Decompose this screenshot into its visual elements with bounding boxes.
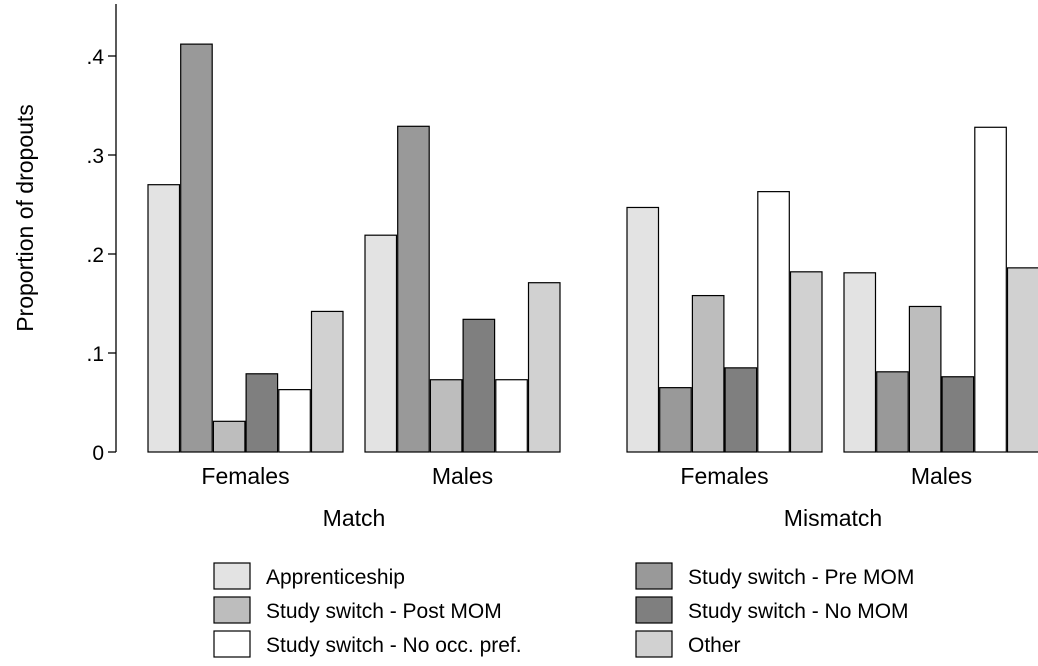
panel-label: Match (323, 505, 386, 531)
bar (789, 271, 823, 453)
bar (310, 310, 344, 453)
bar (876, 371, 909, 453)
legend-swatch (635, 596, 673, 624)
legend-label: Study switch - Pre MOM (688, 566, 914, 589)
y-tick-label: .2 (86, 244, 104, 267)
bar (843, 272, 877, 453)
bar (527, 282, 561, 453)
y-tick-label: .1 (86, 343, 104, 366)
bar (724, 367, 758, 453)
legend-swatch (635, 562, 673, 590)
legend-label: Study switch - Post MOM (266, 600, 502, 623)
bar (626, 206, 660, 453)
bar (691, 294, 725, 453)
panel-label: Mismatch (784, 505, 882, 531)
bar (1006, 267, 1038, 453)
bar (462, 318, 496, 453)
legend-swatch (635, 630, 673, 658)
bar (974, 126, 1007, 453)
legend-label: Apprenticeship (266, 566, 405, 589)
bar (659, 387, 692, 453)
y-tick-label: .4 (86, 46, 104, 69)
legend-swatch (213, 562, 251, 590)
y-tick-label: 0 (92, 442, 104, 465)
bar (180, 43, 213, 453)
group-label: Females (201, 463, 289, 489)
category-labels: Females Males Match Females Males Mismatch (201, 463, 972, 531)
legend-label: Study switch - No MOM (688, 600, 909, 623)
bar (397, 125, 430, 453)
bar (757, 191, 790, 453)
y-axis: 0 .1 .2 .3 .4 (86, 4, 117, 465)
bars (147, 43, 1038, 453)
bar (941, 376, 975, 453)
legend: Apprenticeship Study switch - Pre MOM Stud… (213, 562, 914, 658)
bar (212, 420, 246, 453)
bar (908, 305, 942, 453)
legend-swatch (213, 630, 251, 658)
bar (147, 184, 181, 453)
legend-swatch (213, 596, 251, 624)
group-label: Males (911, 463, 972, 489)
group-label: Females (680, 463, 768, 489)
bar (245, 373, 279, 453)
legend-label: Other (688, 634, 741, 657)
bar (364, 234, 398, 453)
bar (495, 379, 528, 453)
y-axis-label: Proportion of dropouts (12, 104, 38, 332)
legend-label: Study switch - No occ. pref. (266, 634, 522, 657)
bar (429, 379, 463, 453)
bar (278, 389, 311, 453)
y-tick-label: .3 (86, 145, 104, 168)
group-label: Males (432, 463, 493, 489)
